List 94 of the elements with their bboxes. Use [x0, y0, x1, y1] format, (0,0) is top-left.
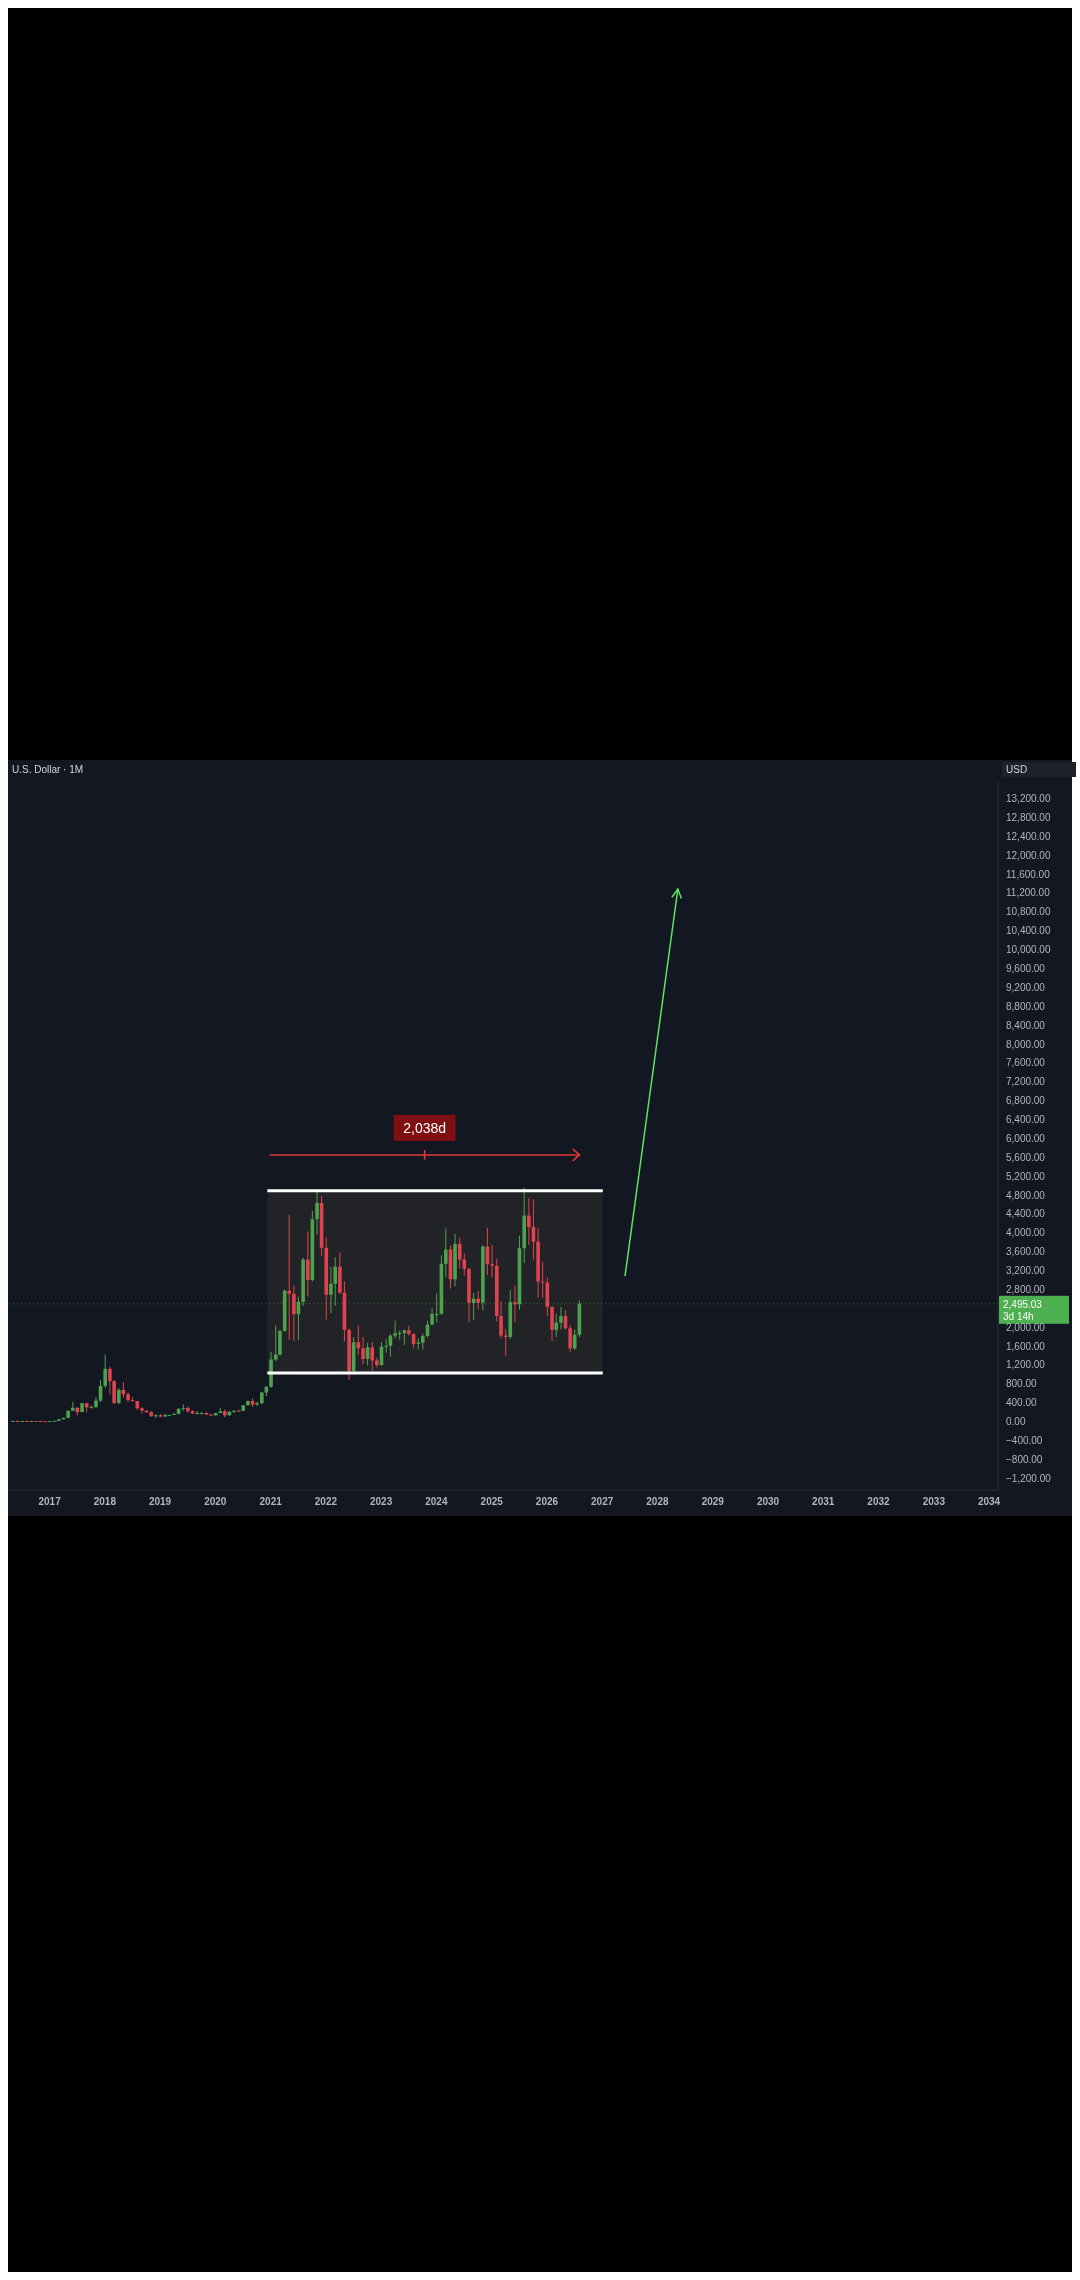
y-tick-label: 7,200.00 — [1006, 1076, 1046, 1088]
candlestick — [153, 1413, 158, 1419]
y-tick-label: 8,800.00 — [1006, 1000, 1046, 1012]
x-tick-label: 2017 — [38, 1496, 62, 1508]
candlestick — [172, 1412, 176, 1416]
x-tick-label: 2028 — [646, 1496, 669, 1508]
candlestick — [232, 1410, 236, 1414]
y-tick-label: 400.00 — [1006, 1397, 1038, 1409]
candlestick — [292, 1284, 296, 1342]
candlestick — [181, 1403, 186, 1412]
y-tick-label: −800.00 — [1006, 1453, 1043, 1465]
candlestick — [559, 1306, 563, 1331]
text: 3d 14h — [1003, 1310, 1034, 1322]
candlestick — [572, 1329, 577, 1351]
candlestick — [140, 1406, 144, 1415]
y-tick-label: 9,600.00 — [1006, 962, 1046, 974]
candlestick — [329, 1266, 333, 1314]
annotation: 2,038d — [403, 1119, 447, 1136]
x-tick-label: 2034 — [977, 1496, 1001, 1508]
y-axis-title: USD — [1002, 762, 1076, 777]
y-tick-label: 10,800.00 — [1006, 906, 1051, 918]
y-tick-label: 12,800.00 — [1006, 811, 1051, 823]
y-tick-label: 2,000.00 — [1006, 1321, 1046, 1333]
candlestick — [568, 1324, 572, 1353]
x-tick-label: 2022 — [314, 1496, 338, 1508]
x-tick-label: 2030 — [756, 1496, 780, 1508]
x-tick-label: 2027 — [591, 1496, 614, 1508]
y-tick-label: 6,400.00 — [1006, 1114, 1046, 1126]
y-tick-label: 6,800.00 — [1006, 1095, 1046, 1107]
y-tick-label: 5,200.00 — [1006, 1170, 1046, 1182]
y-tick-label: 5,600.00 — [1006, 1151, 1046, 1163]
chart-title: U.S. Dollar · 1M — [12, 764, 84, 775]
x-tick-label: 2026 — [535, 1496, 559, 1508]
y-tick-label: 4,400.00 — [1006, 1208, 1046, 1220]
candlestick — [209, 1413, 213, 1417]
candlestick — [490, 1244, 494, 1278]
candlestick — [278, 1329, 282, 1356]
x-tick-label: 2024 — [425, 1496, 448, 1508]
candlestick — [315, 1191, 319, 1236]
candlestick — [306, 1230, 310, 1297]
y-tick-label: 9,200.00 — [1006, 981, 1046, 993]
y-tick-label: 8,400.00 — [1006, 1019, 1046, 1031]
candlestick — [103, 1354, 108, 1389]
y-tick-label: 3,600.00 — [1006, 1246, 1046, 1258]
candlestick — [513, 1285, 517, 1323]
y-tick-label: 2,800.00 — [1006, 1283, 1046, 1295]
y-tick-label: 11,200.00 — [1006, 887, 1051, 899]
candlestick — [434, 1292, 439, 1323]
x-tick-label: 2019 — [148, 1496, 172, 1508]
y-tick-label: 6,000.00 — [1006, 1132, 1046, 1144]
y-tick-label: 12,400.00 — [1006, 830, 1051, 842]
y-tick-label: 11,600.00 — [1006, 868, 1051, 880]
candlestick — [94, 1396, 98, 1409]
y-tick-label: −400.00 — [1006, 1434, 1043, 1446]
candlestick — [273, 1324, 278, 1362]
x-tick-label: 2033 — [922, 1496, 946, 1508]
y-tick-label: 10,000.00 — [1006, 944, 1051, 956]
candlestick — [554, 1312, 559, 1338]
candlestick — [361, 1336, 365, 1365]
y-tick-label: 3,200.00 — [1006, 1265, 1046, 1277]
x-tick-label: 2023 — [370, 1496, 393, 1508]
y-tick-label: 4,800.00 — [1006, 1189, 1046, 1201]
y-tick-label: 7,600.00 — [1006, 1057, 1046, 1069]
candlestick — [407, 1325, 411, 1337]
x-tick-label: 2029 — [701, 1496, 725, 1508]
x-tick-label: 2021 — [259, 1496, 283, 1508]
candlestick — [457, 1237, 462, 1270]
candlestick — [393, 1320, 397, 1339]
candlestick — [416, 1337, 421, 1350]
candlestick — [287, 1214, 292, 1341]
x-tick-label: 2032 — [867, 1496, 891, 1508]
x-tick-label: 2018 — [93, 1496, 117, 1508]
y-tick-label: 0.00 — [1006, 1416, 1026, 1428]
y-tick-label: 10,400.00 — [1006, 925, 1051, 937]
candlestick — [550, 1305, 554, 1342]
y-tick-label: 8,000.00 — [1006, 1038, 1046, 1050]
x-tick-label: 2020 — [204, 1496, 227, 1508]
y-tick-label: 12,000.00 — [1006, 849, 1051, 861]
candlestick — [384, 1338, 388, 1354]
x-tick-label: 2031 — [812, 1496, 835, 1508]
candlestick — [527, 1197, 531, 1246]
candlestick — [462, 1253, 467, 1277]
y-tick-label: 13,200.00 — [1006, 793, 1051, 805]
x-tick-label: 2025 — [480, 1496, 504, 1508]
y-tick-label: 800.00 — [1006, 1378, 1038, 1390]
candlestick — [370, 1341, 375, 1372]
ref-line-label: 2,495.03 — [1003, 1298, 1043, 1310]
y-tick-label: 1,600.00 — [1006, 1340, 1046, 1352]
y-tick-label: 4,000.00 — [1006, 1227, 1046, 1239]
candlestick — [255, 1401, 259, 1407]
y-tick-label: −1,200.00 — [1006, 1472, 1052, 1484]
y-tick-label: 1,200.00 — [1006, 1359, 1046, 1371]
candlestick — [444, 1228, 448, 1278]
candlestick — [476, 1290, 480, 1310]
